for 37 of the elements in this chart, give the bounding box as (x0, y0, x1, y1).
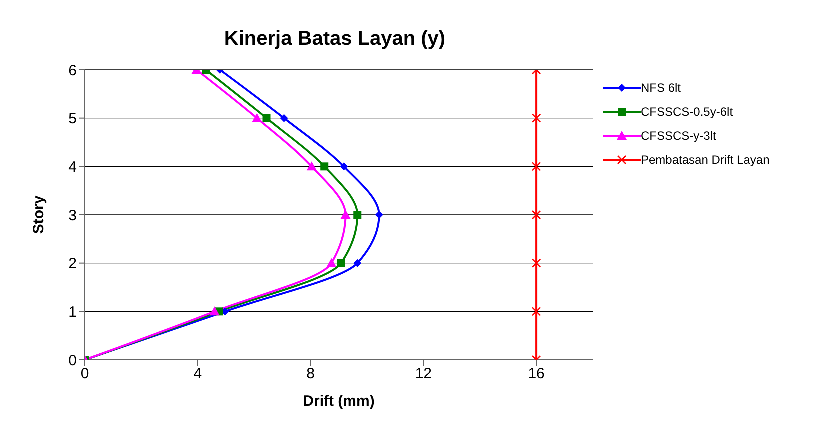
y-tick-label: 3 (68, 207, 77, 224)
chart-title: Kinerja Batas Layan (y) (223, 28, 447, 51)
y-tick-label: 1 (68, 304, 77, 321)
y-axis-title: Story (30, 195, 48, 234)
x-tick-label: 16 (528, 366, 545, 383)
x-axis-title: Drift (mm) (303, 393, 375, 410)
point (262, 114, 271, 122)
point (252, 113, 262, 122)
point (306, 162, 317, 171)
point (210, 306, 220, 316)
point (375, 211, 384, 219)
y-tick-label: 4 (68, 158, 77, 176)
point (320, 162, 329, 171)
point (280, 114, 288, 122)
x-tick-label: 4 (194, 366, 202, 383)
point (532, 210, 542, 220)
y-tick-label: 5 (68, 110, 77, 128)
legend-label: CFSSCS-0.5y-6lt (641, 105, 734, 119)
point (354, 259, 362, 268)
y-tick-label: 2 (68, 256, 77, 273)
legend-label: NFS 6lt (641, 81, 682, 95)
x-tick-label: 8 (306, 366, 315, 383)
x-tick-label: 12 (415, 366, 432, 383)
y-tick-label: 6 (68, 62, 77, 80)
legend-label: Pembatasan Drift Layan (641, 153, 770, 167)
y-tick-label: 0 (68, 352, 77, 370)
point (340, 210, 351, 219)
point (532, 258, 542, 268)
point (340, 162, 348, 171)
point (532, 114, 542, 123)
legend-label: CFSSCS-y-3lt (641, 129, 716, 143)
point (337, 259, 346, 268)
point (532, 162, 542, 172)
point (354, 211, 362, 219)
x-tick-label: 0 (80, 366, 90, 383)
point (326, 258, 337, 268)
point (532, 307, 542, 316)
